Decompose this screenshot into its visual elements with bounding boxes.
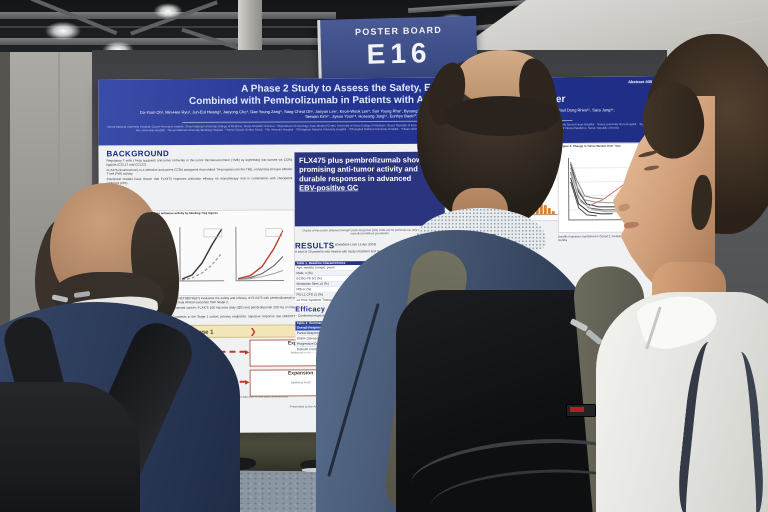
poster-affiliations: ¹Seoul National University Hospital, Can…	[106, 122, 648, 133]
left-wall-edge	[0, 52, 10, 452]
attendee-left-backpack	[0, 382, 140, 512]
ceiling-light	[148, 0, 188, 22]
background-heading: BACKGROUND	[106, 149, 170, 159]
results-heading: RESULTS	[294, 241, 335, 251]
attendee-center-hair-band	[444, 96, 560, 136]
backpack-brand-logo-red	[570, 407, 584, 412]
ceiling-rail	[0, 26, 330, 28]
ceiling-truss-bar	[0, 38, 330, 45]
ceiling-light	[38, 18, 88, 44]
abstract-badge: Abstract 405	[628, 79, 653, 85]
poster-title-line2: Combined with Pembrolizumab in Patients …	[188, 94, 566, 107]
poster-header: A Phase 2 Study to Assess the Safety, Ef…	[98, 76, 657, 146]
efficacy-heading: Efficacy	[295, 306, 326, 314]
stage-chevron-icon: ❯	[249, 327, 257, 336]
